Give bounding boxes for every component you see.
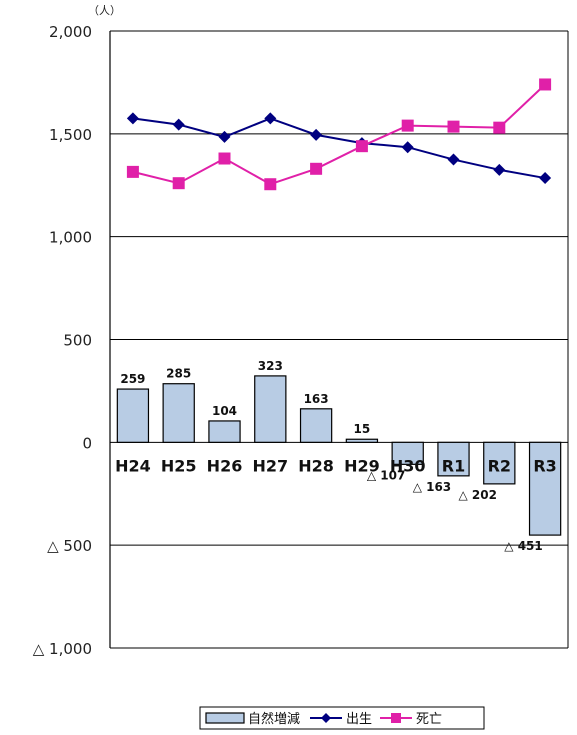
category-label: H25	[161, 456, 197, 475]
category-label: H24	[115, 456, 151, 475]
legend: 自然増減 出生 死亡	[199, 706, 485, 730]
bar	[391, 441, 424, 465]
data-label: 259	[120, 372, 145, 386]
point-square	[310, 162, 323, 175]
line-diamond	[132, 117, 546, 180]
category-label: R1	[442, 456, 465, 475]
bar-series	[116, 375, 562, 536]
y-tick-label: 1,500	[49, 126, 92, 144]
point-square	[264, 178, 277, 191]
line-series	[126, 78, 552, 191]
data-label: △ 451	[504, 539, 542, 553]
bar	[116, 388, 150, 443]
bar	[254, 375, 287, 443]
data-label: 285	[166, 367, 191, 381]
data-label: △ 107	[367, 468, 405, 482]
point-square	[447, 120, 460, 133]
point-diamond	[264, 112, 277, 125]
legend-label: 死亡	[416, 712, 442, 727]
y-tick-label: △ 1,000	[33, 640, 92, 658]
point-square	[401, 119, 414, 132]
category-label: H26	[207, 456, 243, 475]
bar	[437, 441, 470, 477]
y-unit-label: （人）	[88, 4, 121, 17]
point-diamond	[447, 153, 460, 166]
bar	[528, 441, 562, 536]
legend-marker-diamond	[321, 713, 331, 723]
y-tick-label: 500	[63, 332, 92, 350]
data-label: 323	[258, 359, 283, 373]
y-tick-labels: 2,000 1,500 1,000 500 0 △ 500 △ 1,000	[33, 23, 92, 658]
category-label: R3	[533, 456, 556, 475]
point-square	[539, 78, 552, 91]
category-label: H30	[390, 456, 426, 475]
point-diamond	[493, 163, 506, 176]
category-labels: H24 H25 H26 H27 H28 H29 H30 R1 R2 R3	[115, 456, 557, 475]
category-label: H27	[252, 456, 288, 475]
point-diamond	[539, 172, 552, 185]
point-square	[126, 165, 139, 178]
data-label: △ 163	[413, 480, 451, 494]
bar	[299, 408, 333, 443]
point-diamond	[401, 141, 414, 154]
category-label: H29	[344, 456, 380, 475]
data-label: 104	[212, 404, 237, 418]
point-square	[355, 140, 368, 153]
axes	[109, 30, 569, 649]
bar	[483, 441, 516, 485]
category-label: R2	[488, 456, 511, 475]
data-label: 15	[354, 422, 371, 436]
legend-marker-square	[391, 713, 401, 723]
point-square	[218, 152, 231, 165]
point-square	[172, 177, 185, 190]
legend-label: 出生	[346, 712, 372, 727]
point-diamond	[310, 128, 323, 141]
data-label: △ 202	[458, 488, 496, 502]
point-diamond	[218, 130, 231, 143]
point-diamond	[126, 112, 139, 125]
legend-swatch-bar	[205, 712, 245, 724]
y-tick-label: 0	[82, 434, 92, 452]
y-tick-label: 1,000	[49, 229, 92, 247]
legend-label: 自然増減	[248, 711, 300, 727]
point-diamond	[172, 118, 185, 131]
line-square	[132, 83, 546, 186]
y-tick-label: 2,000	[49, 23, 92, 41]
category-label: H28	[298, 456, 334, 475]
data-labels: 259 285 104 323 163 15 △ 107 △ 163 △ 202 △ 451	[120, 359, 542, 553]
data-label: 163	[304, 392, 329, 406]
bar	[345, 438, 379, 443]
point-square	[493, 121, 506, 134]
bar	[208, 420, 241, 443]
y-tick-label: △ 500	[47, 537, 92, 555]
bar	[162, 383, 195, 443]
